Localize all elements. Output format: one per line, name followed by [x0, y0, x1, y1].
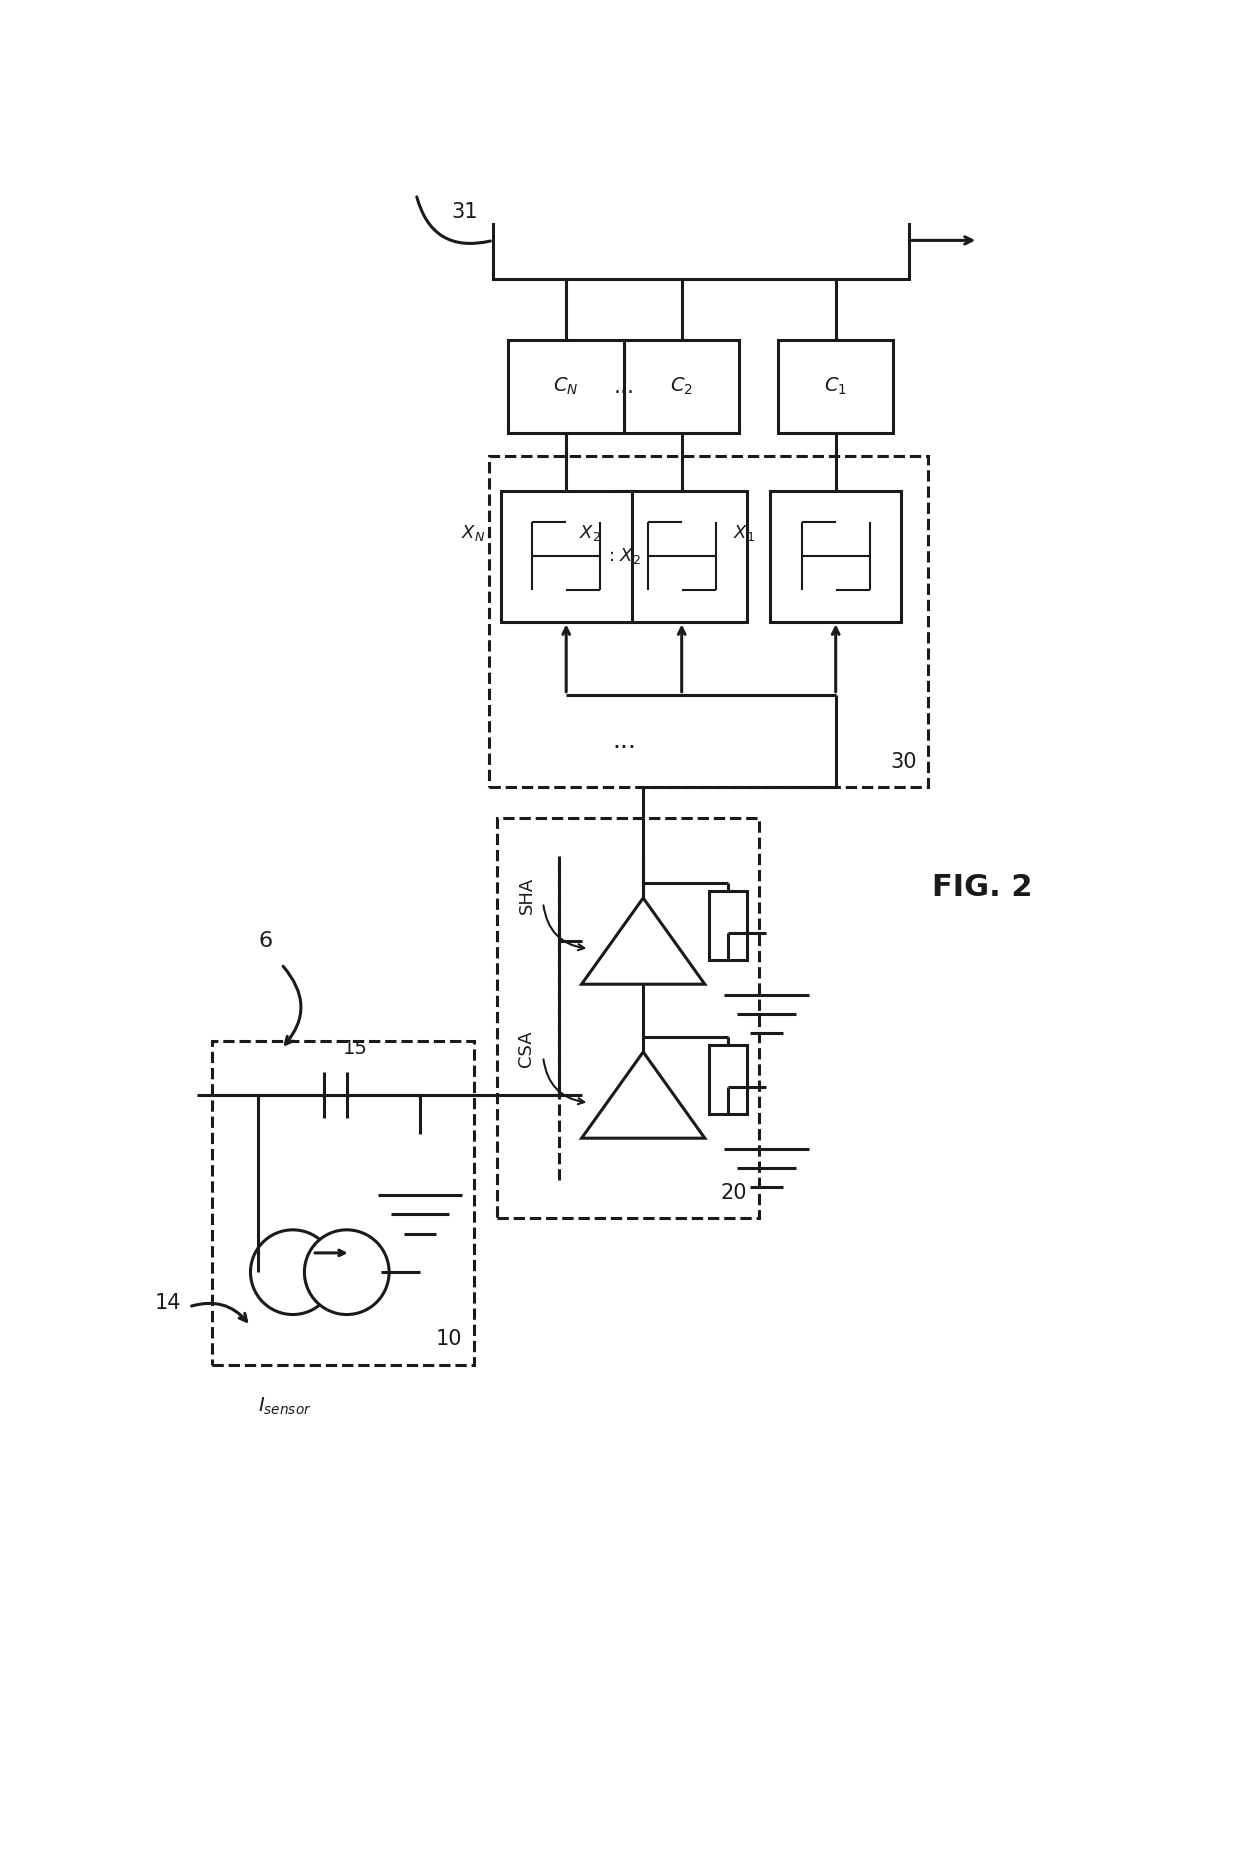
Text: 14: 14 — [155, 1292, 181, 1313]
Bar — [708, 1045, 748, 1113]
Bar — [777, 341, 894, 432]
Circle shape — [304, 1229, 389, 1315]
Text: $X_N$: $X_N$ — [461, 523, 485, 544]
Bar — [212, 1041, 474, 1365]
Bar — [494, 201, 909, 279]
Circle shape — [250, 1229, 335, 1315]
Text: $I_{sensor}$: $I_{sensor}$ — [258, 1395, 312, 1417]
Bar — [708, 892, 748, 961]
Bar — [497, 817, 759, 1218]
Text: ...: ... — [614, 376, 635, 397]
Text: SHA: SHA — [517, 877, 536, 914]
Text: $C_1$: $C_1$ — [825, 376, 847, 397]
Text: 30: 30 — [890, 752, 916, 771]
Text: 20: 20 — [720, 1182, 748, 1203]
Text: 10: 10 — [435, 1329, 463, 1350]
Text: 15: 15 — [343, 1039, 368, 1058]
Bar — [624, 341, 739, 432]
Text: : $X_2$: : $X_2$ — [608, 546, 640, 566]
Text: FIG. 2: FIG. 2 — [931, 873, 1032, 901]
Text: $C_N$: $C_N$ — [553, 376, 579, 397]
Bar — [501, 490, 631, 622]
Text: ...: ... — [613, 728, 636, 752]
Bar — [770, 490, 901, 622]
Bar — [616, 490, 748, 622]
Text: $X_1$: $X_1$ — [733, 523, 755, 544]
Polygon shape — [582, 897, 704, 985]
Polygon shape — [582, 1052, 704, 1138]
Bar — [490, 456, 928, 788]
Text: $X_2$: $X_2$ — [579, 523, 601, 544]
Text: $C_2$: $C_2$ — [671, 376, 693, 397]
Text: 6: 6 — [259, 931, 273, 951]
Text: 31: 31 — [451, 201, 477, 222]
Bar — [508, 341, 624, 432]
Text: CSA: CSA — [517, 1030, 536, 1067]
